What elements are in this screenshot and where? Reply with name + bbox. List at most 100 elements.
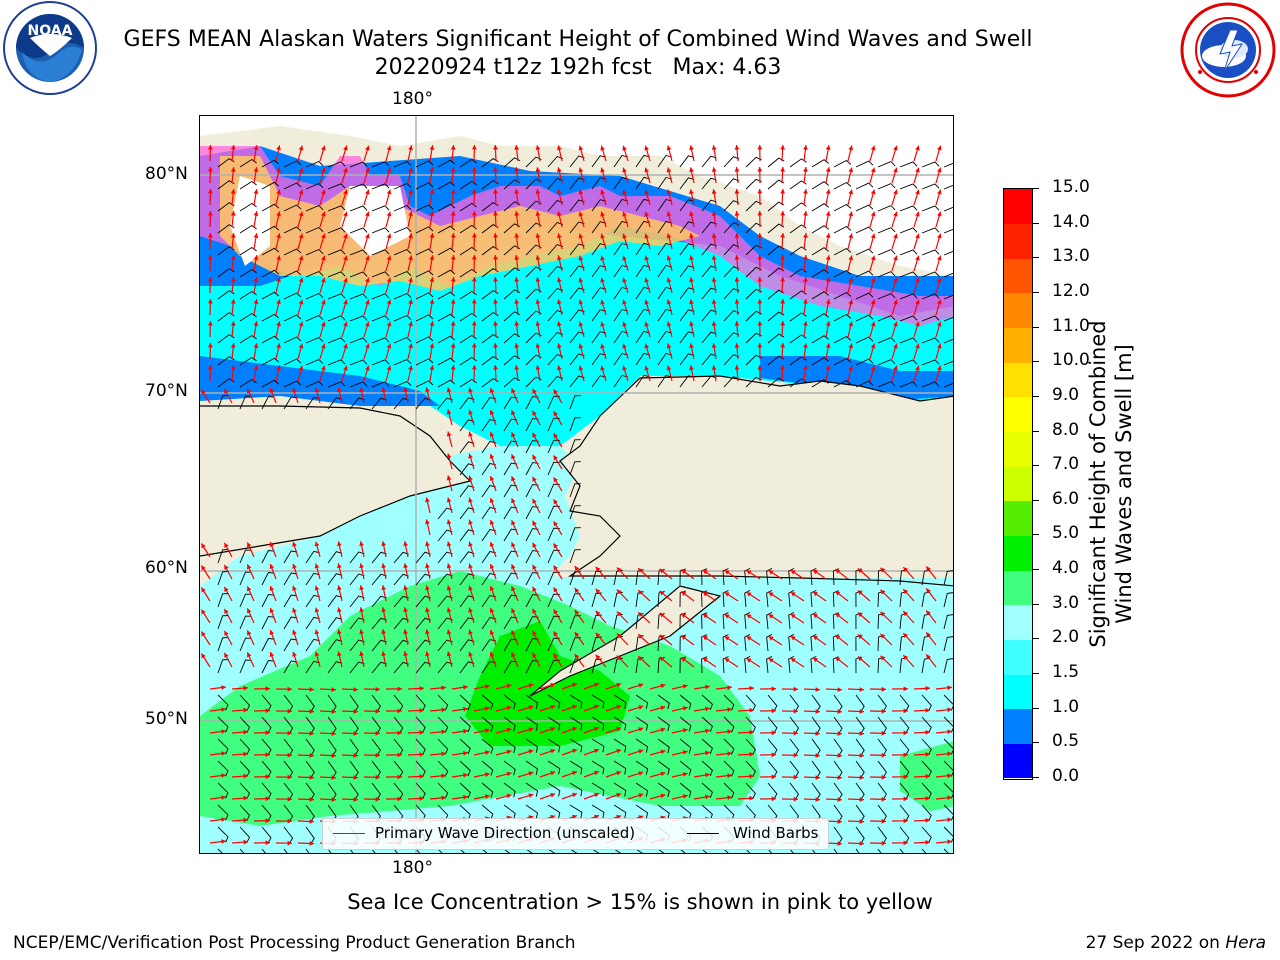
wave-arrow-head: [265, 818, 270, 824]
wave-arrow-head: [638, 705, 644, 710]
wave-arrow-head: [574, 610, 580, 615]
wave-arrow-head: [790, 614, 796, 619]
wave-arrow-head: [572, 726, 577, 732]
wave-arrow-head: [749, 795, 754, 801]
wave-arrow-head: [793, 774, 798, 780]
wave-arrow-head: [600, 145, 605, 151]
wind-barb: [569, 782, 583, 797]
wave-arrow-head: [574, 654, 580, 659]
colorbar-swatch: [1004, 223, 1032, 259]
wave-arrow-head: [622, 343, 627, 349]
wave-arrow-head: [638, 727, 644, 732]
wave-arrow-head: [702, 657, 708, 663]
wave-arrow-head: [926, 588, 931, 594]
wind-barb: [899, 738, 910, 756]
wave-arrow-head: [757, 211, 763, 216]
wave-arrow-head: [309, 797, 314, 802]
wind-barb: [393, 160, 412, 168]
wind-barb: [877, 183, 896, 190]
wind-barb: [327, 293, 346, 300]
wave-arrow-head: [705, 750, 710, 756]
wind-barb: [503, 738, 516, 754]
wave-arrow-head: [702, 591, 708, 597]
wind-barb: [811, 694, 821, 712]
wave-arrow-head: [746, 614, 752, 619]
wave-arrow-head: [595, 654, 601, 660]
wind-barb: [415, 782, 426, 800]
wind-barb: [305, 380, 324, 388]
wave-arrow-head: [727, 707, 732, 712]
wave-arrow-head: [550, 749, 556, 754]
wave-arrow-head: [870, 343, 876, 349]
colorbar-tick-label: 5.0: [1052, 523, 1080, 544]
wave-arrow-head: [859, 687, 864, 692]
wave-arrow-head: [734, 233, 740, 238]
wave-arrow-head: [702, 613, 708, 619]
wave-arrow-head: [243, 817, 248, 823]
wind-barb: [239, 334, 257, 344]
credit-text: NCEP/EMC/Verification Post Processing Pr…: [13, 933, 576, 953]
wave-arrow-head: [660, 771, 666, 777]
wave-arrow-head: [616, 792, 622, 798]
wind-barb: [657, 220, 673, 234]
wave-arrow-head: [419, 796, 424, 801]
wave-arrow-head: [321, 255, 326, 261]
wave-arrow-head: [903, 708, 908, 714]
wind-barb: [261, 159, 280, 168]
wind-barb: [327, 661, 343, 674]
wave-arrow-head: [309, 709, 314, 714]
wave-arrow-head: [511, 476, 516, 482]
wind-barb: [811, 782, 821, 800]
wave-arrow-head: [429, 211, 435, 216]
wind-barb: [305, 738, 315, 756]
wind-barb: [305, 572, 320, 586]
wind-barb: [239, 268, 257, 278]
wind-barb: [613, 716, 627, 731]
wave-arrow-head: [292, 387, 297, 393]
wind-barb: [481, 312, 499, 322]
wave-arrow-head: [429, 167, 435, 172]
wave-arrow-head: [557, 321, 562, 327]
wave-arrow-head: [903, 730, 908, 736]
wave-arrow-head: [711, 321, 717, 326]
wave-arrow-head: [419, 752, 424, 757]
wind-barb: [789, 312, 807, 322]
wind-barb: [437, 782, 449, 799]
wind-barb: [415, 292, 434, 300]
wave-arrow-head: [734, 255, 740, 260]
wave-arrow-head: [292, 563, 297, 569]
noaa-logo-text: NOAA: [28, 23, 73, 39]
wind-barb: [943, 592, 953, 608]
wind-barb: [635, 760, 649, 775]
wave-arrow-head: [535, 167, 541, 172]
wave-arrow-head: [365, 233, 370, 239]
wave-arrow-head: [557, 343, 562, 349]
wave-arrow-head: [514, 189, 520, 194]
wind-barb: [305, 160, 324, 168]
wave-arrow-head: [309, 819, 314, 824]
wave-arrow-head: [660, 749, 666, 755]
wind-barb: [503, 760, 516, 776]
wave-arrow-head: [925, 774, 930, 779]
wave-arrow-head: [578, 321, 584, 327]
wind-barb: [261, 616, 275, 630]
wind-barb: [371, 760, 381, 778]
wind-barb: [349, 381, 368, 388]
wind-barb: [921, 760, 932, 778]
wind-barb: [833, 716, 843, 734]
wind-barb: [701, 155, 717, 168]
sea-ice-note: Sea Ice Concentration > 15% is shown in …: [347, 890, 933, 914]
wave-arrow-head: [493, 321, 498, 326]
wind-barb-label: Wind Barbs: [733, 824, 819, 842]
wave-arrow-head: [489, 608, 495, 613]
wind-barb: [657, 716, 670, 732]
wave-arrow-head: [397, 774, 402, 780]
wind-barb: [899, 293, 918, 300]
wind-barb: [701, 331, 717, 344]
wave-arrow-head: [825, 211, 831, 216]
wave-arrow-head: [925, 752, 930, 757]
wave-arrow-head: [276, 211, 281, 217]
wave-arrow-head: [903, 796, 908, 802]
wind-barb: [811, 159, 829, 168]
wave-arrow-head: [893, 167, 898, 173]
